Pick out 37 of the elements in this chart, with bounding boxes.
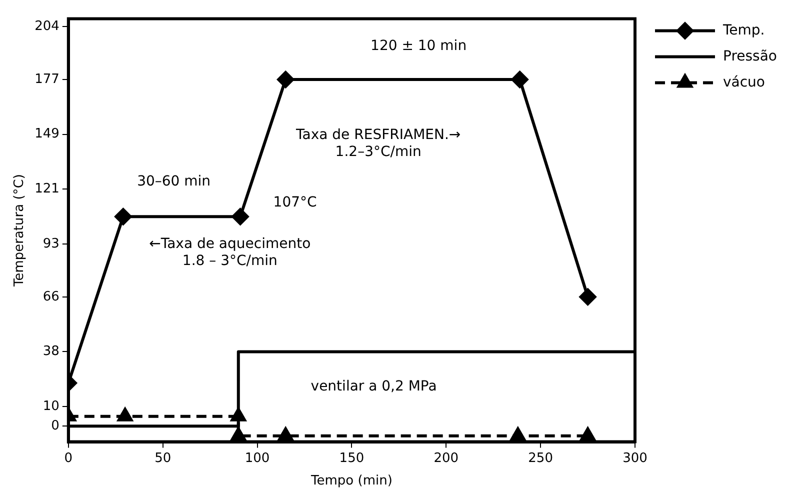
y-tick-label: 93: [42, 236, 60, 252]
x-tick-label: 50: [154, 450, 172, 466]
y-tick-label: 204: [34, 19, 60, 34]
y-tick-label: 0: [51, 418, 60, 434]
x-tick-label: 200: [434, 450, 459, 466]
y-tick-label: 149: [34, 126, 60, 142]
point: [114, 208, 132, 226]
annotation: 107°C: [273, 194, 318, 210]
y-tick-label: 10: [42, 398, 60, 414]
x-tick-label: 100: [244, 450, 270, 466]
annotation: ←Taxa de aquecimento 1.8 – 3°C/min: [149, 236, 311, 269]
point: [230, 427, 246, 441]
point: [118, 408, 133, 422]
legend-label: vácuo: [723, 74, 765, 90]
x-tick-label: 0: [64, 450, 73, 466]
legend-label: Pressão: [723, 48, 777, 64]
x-tick-label: 250: [528, 450, 553, 466]
x-tick-label: 150: [339, 450, 364, 466]
y-axis-title: Temperatura (°C): [12, 174, 28, 288]
point: [232, 208, 249, 226]
point: [510, 427, 526, 441]
annotation: 120 ± 10 min: [370, 38, 467, 54]
point: [580, 427, 596, 441]
point: [278, 427, 294, 441]
point: [511, 71, 528, 88]
y-tick-label: 121: [34, 182, 60, 197]
x-axis-title: Tempo (min): [310, 474, 392, 489]
annotation: Taxa de RESFRIAMEN.→ 1.2–3°C/min: [295, 126, 461, 160]
y-tick-label: 38: [42, 344, 60, 360]
y-tick-label: 66: [42, 289, 60, 304]
annotation: ventilar a 0,2 MPa: [310, 378, 437, 394]
point: [579, 288, 596, 306]
legend-label: Temp.: [722, 22, 765, 38]
annotation: 30–60 min: [137, 173, 211, 190]
x-tick-label: 300: [622, 450, 648, 466]
point: [277, 71, 294, 88]
y-tick-label: 177: [34, 72, 60, 87]
